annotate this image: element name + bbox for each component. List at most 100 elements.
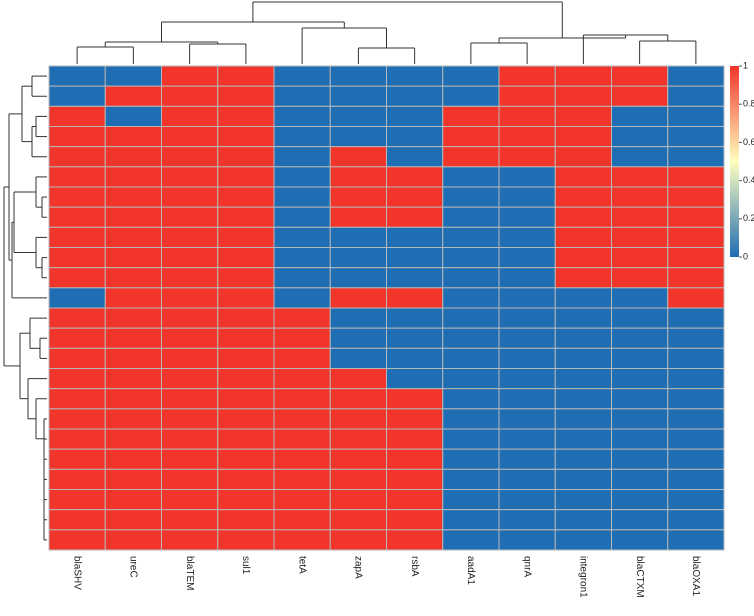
heatmap-cell	[104, 327, 162, 349]
heatmap-cell	[442, 186, 500, 208]
heatmap-cell	[611, 307, 669, 329]
heatmap-cell	[498, 448, 556, 470]
heatmap-cell	[217, 85, 275, 107]
heatmap-cell	[217, 65, 275, 87]
heatmap-cell	[386, 186, 444, 208]
heatmap-cell	[386, 267, 444, 289]
heatmap-cell	[611, 126, 669, 148]
heatmap-cell	[554, 307, 612, 329]
heatmap-cell	[554, 186, 612, 208]
heatmap-cell	[48, 468, 106, 491]
heatmap-cell	[104, 529, 162, 551]
heatmap-cell	[161, 126, 219, 148]
heatmap-cell	[217, 226, 275, 248]
heatmap-cell	[386, 327, 444, 349]
legend-tick-label: 0.2	[743, 213, 754, 223]
heatmap-cell	[161, 65, 219, 87]
heatmap-cell	[217, 126, 275, 148]
heatmap-cell	[611, 388, 669, 410]
heatmap-cell	[667, 146, 725, 168]
heatmap-cell	[104, 408, 162, 430]
heatmap-cell	[273, 146, 331, 168]
heatmap-cell	[498, 388, 556, 410]
heatmap-cell	[273, 388, 331, 410]
heatmap-cell	[48, 105, 106, 128]
column-label: ureC	[128, 556, 139, 578]
heatmap-cell	[329, 267, 387, 289]
heatmap-cell	[498, 347, 556, 370]
heatmap-cell	[442, 105, 500, 128]
heatmap-cell	[161, 388, 219, 410]
heatmap-cell	[554, 267, 612, 289]
column-labels: blaSHV ureC blaTEM sul1 tetA zapA rsbA aadA1 qnr…	[71, 556, 701, 598]
heatmap-cell	[611, 65, 669, 87]
heatmap-cell	[498, 408, 556, 430]
heatmap-cell	[104, 186, 162, 208]
heatmap-cell	[329, 247, 387, 269]
heatmap-cell	[217, 267, 275, 289]
heatmap-cell	[611, 287, 669, 309]
heatmap-cell	[161, 85, 219, 107]
heatmap-cell	[104, 105, 162, 128]
heatmap-cell	[611, 186, 669, 208]
heatmap-cell	[48, 388, 106, 410]
heatmap-cell	[554, 489, 612, 511]
heatmap-cell	[104, 85, 162, 107]
heatmap-cell	[217, 146, 275, 168]
heatmap-cell	[48, 287, 106, 309]
heatmap-cell	[273, 65, 331, 87]
heatmap-cell	[329, 509, 387, 531]
heatmap-cell	[329, 126, 387, 148]
heatmap-cell	[161, 428, 219, 450]
heatmap-cell	[498, 247, 556, 269]
heatmap-cell	[329, 105, 387, 128]
heatmap-cell	[554, 85, 612, 107]
heatmap-cell	[104, 448, 162, 470]
heatmap-cell	[386, 368, 444, 390]
heatmap-cell	[217, 307, 275, 329]
column-label: sul1	[240, 556, 251, 575]
legend-color-bar	[730, 66, 739, 257]
heatmap-cell	[498, 468, 556, 491]
heatmap-cell	[554, 347, 612, 370]
heatmap-cell	[329, 226, 387, 248]
heatmap-cell	[273, 307, 331, 329]
heatmap-cell	[104, 206, 162, 228]
heatmap-cell	[329, 347, 387, 370]
heatmap-cell	[667, 287, 725, 309]
heatmap-cell	[48, 428, 106, 450]
heatmap-cell	[667, 489, 725, 511]
heatmap-cell	[554, 146, 612, 168]
heatmap-cell	[667, 206, 725, 228]
heatmap-cell	[48, 247, 106, 269]
heatmap-cell	[161, 347, 219, 370]
heatmap-cell	[273, 247, 331, 269]
heatmap-cell	[329, 388, 387, 410]
heatmap-cell	[386, 468, 444, 491]
heatmap-cell	[442, 146, 500, 168]
heatmap-cell	[329, 408, 387, 430]
heatmap-cell	[498, 105, 556, 128]
heatmap-cell	[611, 327, 669, 349]
column-label: rsbA	[409, 556, 420, 577]
heatmap-cell	[554, 327, 612, 349]
heatmap-cell	[217, 347, 275, 370]
heatmap-cell	[554, 509, 612, 531]
heatmap-cell	[161, 186, 219, 208]
heatmap-cell	[217, 408, 275, 430]
heatmap-cell	[104, 126, 162, 148]
heatmap-cell	[161, 489, 219, 511]
heatmap-cell	[498, 166, 556, 188]
heatmap-cell	[329, 368, 387, 390]
heatmap-cell	[161, 368, 219, 390]
heatmap-cell	[329, 529, 387, 551]
heatmap-cell	[498, 368, 556, 390]
heatmap-cell	[48, 226, 106, 248]
heatmap-cell	[161, 146, 219, 168]
heatmap-cell	[273, 368, 331, 390]
heatmap-cell	[329, 428, 387, 450]
heatmap-cell	[217, 327, 275, 349]
heatmap-cell	[329, 166, 387, 188]
heatmap-cell	[667, 468, 725, 491]
